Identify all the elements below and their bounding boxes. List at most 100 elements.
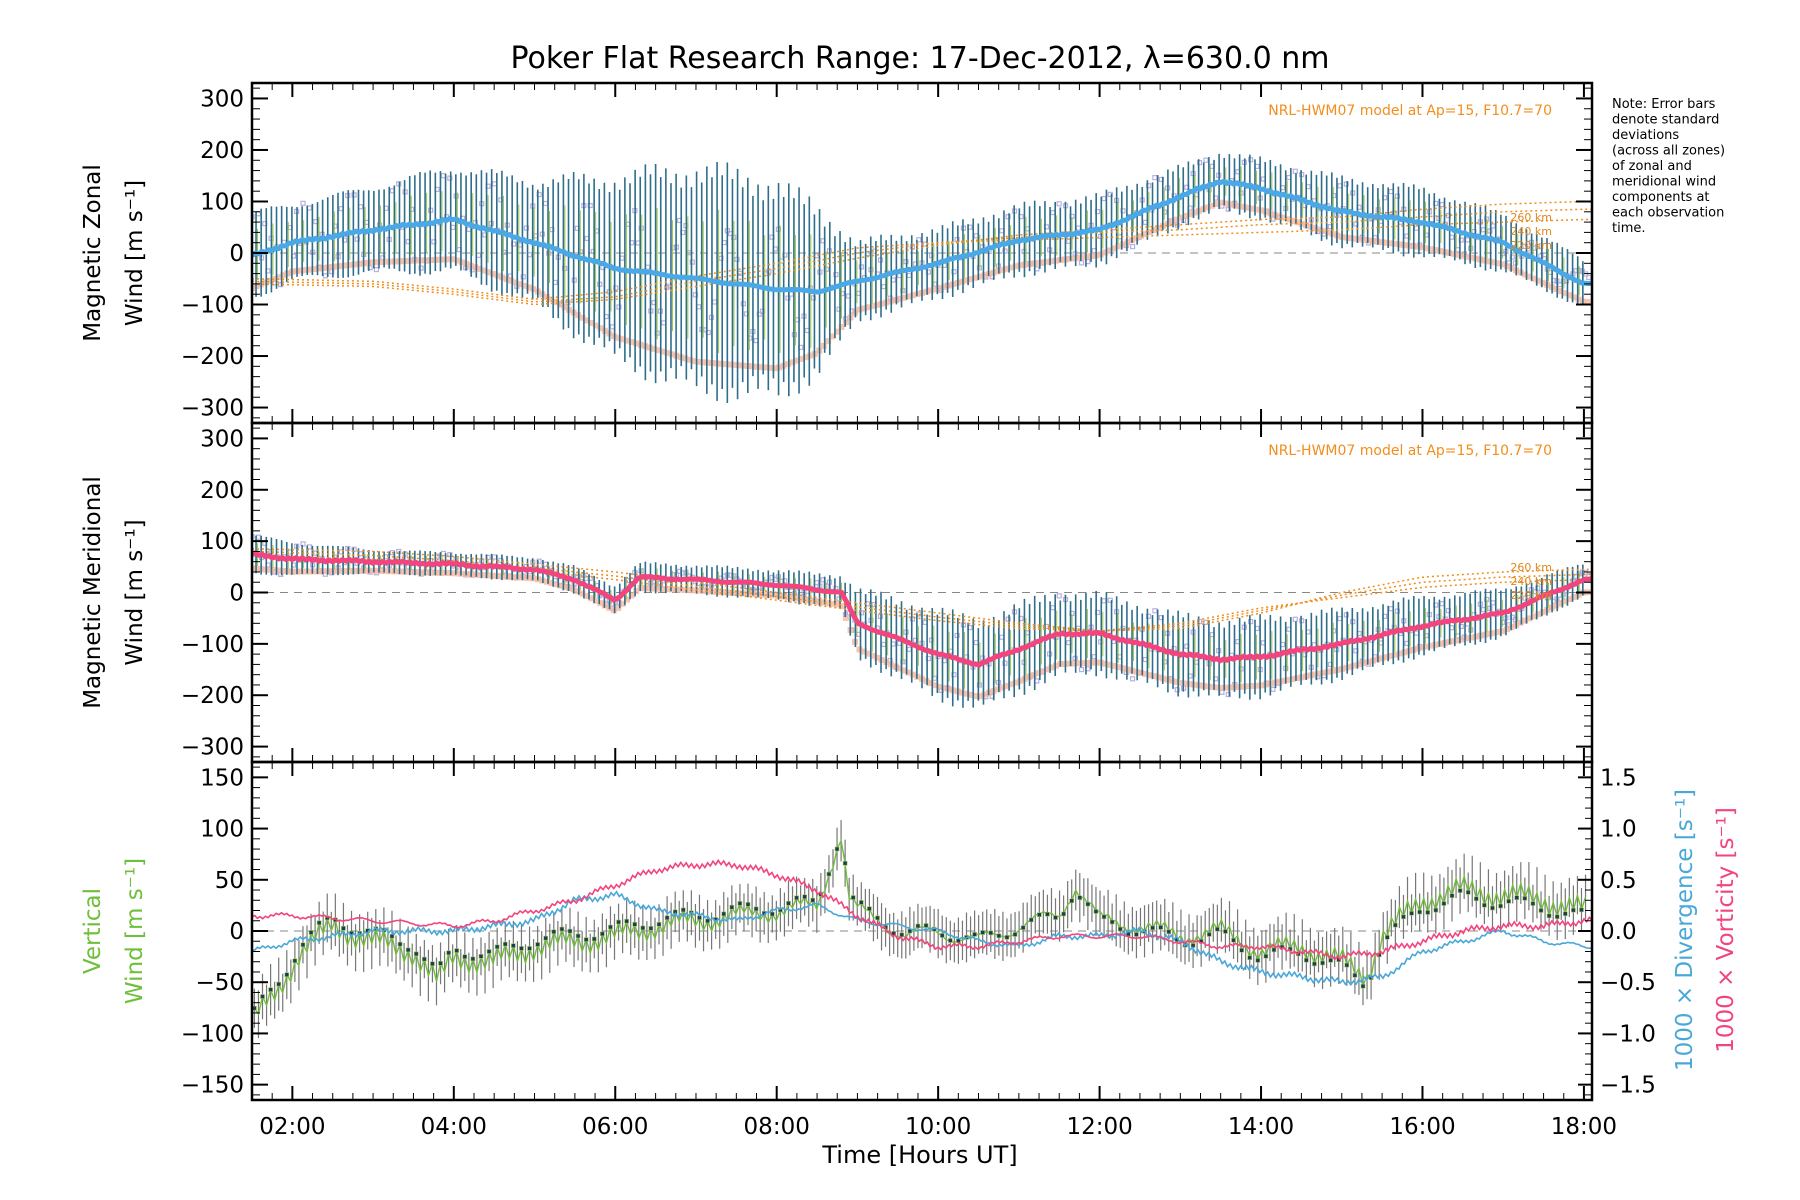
lower-band-point xyxy=(1285,216,1292,223)
vertical-wind-point xyxy=(268,987,273,992)
scatter-point xyxy=(619,255,625,261)
lower-band-point xyxy=(695,358,702,365)
lower-band-point xyxy=(1106,247,1113,254)
scatter-point xyxy=(616,304,622,310)
lower-band-point xyxy=(1365,237,1372,244)
plot-area-vertical xyxy=(252,820,1592,1039)
vertical-wind-point xyxy=(1069,898,1074,904)
lower-band-point xyxy=(1070,255,1077,262)
y-tick-label: 100 xyxy=(200,529,244,555)
lower-band-point xyxy=(1352,235,1359,242)
vertical-wind-point xyxy=(413,951,419,957)
lower-band-point xyxy=(1423,245,1430,252)
lower-band-point xyxy=(1079,660,1086,667)
lower-band-point xyxy=(588,320,595,327)
lower-band-point xyxy=(968,276,975,283)
lower-band-point xyxy=(731,361,738,368)
lower-band-point xyxy=(481,572,488,579)
lower-band-point xyxy=(351,567,358,574)
lower-band-point xyxy=(1316,226,1323,233)
vertical-wind-point xyxy=(1231,937,1236,943)
lower-band-point xyxy=(981,691,988,698)
lower-band-point xyxy=(610,607,617,614)
lower-band-point xyxy=(700,587,707,594)
lower-band-point xyxy=(1070,660,1077,667)
y-axis-label-line1: Vertical xyxy=(80,888,106,974)
lower-band-point xyxy=(414,257,421,264)
y-tick-label: −300 xyxy=(181,735,244,761)
vertical-wind-point xyxy=(980,930,985,935)
y-tick-label: 50 xyxy=(215,868,244,894)
lower-band-point xyxy=(927,287,934,294)
lower-band-point xyxy=(834,328,841,335)
panel-meridional: NRL-HWM07 model at Ap=15, F10.7=70 260 km… xyxy=(80,421,1594,764)
divergence-axis-label: 1000 × Divergence [s⁻¹] xyxy=(1672,789,1698,1071)
vertical-wind-point xyxy=(721,911,727,917)
vertical-wind-point xyxy=(1166,929,1172,935)
scatter-point xyxy=(1439,601,1445,607)
scatter-point xyxy=(1050,605,1056,611)
y-tick-label: 300 xyxy=(200,426,244,452)
lower-band-point xyxy=(1343,664,1350,671)
lower-band-point xyxy=(820,599,827,606)
lower-band-point xyxy=(1325,229,1332,236)
lower-band-point xyxy=(758,364,765,371)
lower-band-point xyxy=(307,568,314,575)
lower-band-point xyxy=(860,648,867,655)
lower-band-point xyxy=(1419,244,1426,251)
vertical-wind-point xyxy=(1352,973,1358,978)
scatter-point xyxy=(1005,214,1011,220)
lower-band-point xyxy=(1343,234,1350,241)
lower-band-point xyxy=(266,277,273,284)
vertical-wind-point xyxy=(446,950,451,956)
scatter-point xyxy=(1203,619,1209,625)
vertical-wind-point xyxy=(1579,907,1584,913)
lower-band-point xyxy=(1169,218,1176,225)
lower-band-point xyxy=(1017,262,1024,269)
vertical-wind-point xyxy=(680,907,686,913)
vertical-wind-point xyxy=(397,941,403,947)
vertical-wind-point xyxy=(1571,907,1576,913)
lower-band-point xyxy=(1499,261,1506,268)
vertical-wind-point xyxy=(430,961,435,967)
lower-band-point xyxy=(378,567,385,574)
lower-band-point xyxy=(820,342,827,349)
lower-band-point xyxy=(347,261,354,268)
scatter-point xyxy=(523,225,529,231)
lower-band-point xyxy=(472,264,479,271)
lower-band-point xyxy=(1428,642,1435,649)
scatter-point xyxy=(1586,274,1592,281)
lower-band-point xyxy=(972,693,979,700)
lower-band-point xyxy=(1249,683,1256,690)
vertical-wind-point xyxy=(1061,911,1066,917)
vertical-wind-point xyxy=(1206,932,1212,937)
lower-band-point xyxy=(1209,683,1216,690)
vertical-wind-point xyxy=(1554,914,1560,920)
lower-band-point xyxy=(981,272,988,279)
lower-band-point xyxy=(1584,298,1591,305)
scatter-point xyxy=(1145,613,1152,619)
lower-band-point xyxy=(1066,660,1073,667)
lower-band-point xyxy=(525,284,532,291)
scatter-point xyxy=(1129,676,1136,682)
lower-band-point xyxy=(494,573,501,580)
lower-band-point xyxy=(1379,239,1386,246)
lower-band-point xyxy=(869,303,876,310)
vertical-wind-point xyxy=(1028,917,1034,923)
scatter-point xyxy=(1413,630,1420,636)
vertical-wind-point xyxy=(1506,898,1511,904)
lower-band-point xyxy=(789,594,796,601)
vertical-wind-point xyxy=(600,931,605,937)
vertical-wind-point xyxy=(1433,907,1439,913)
y2-tick-label: 0.0 xyxy=(1600,919,1637,945)
vertical-wind-point xyxy=(786,900,791,906)
lower-band-point xyxy=(1035,670,1042,677)
lower-band-point xyxy=(1392,651,1399,658)
lower-band-point xyxy=(262,566,269,573)
vertical-wind-point xyxy=(1441,901,1447,906)
lower-band-point xyxy=(972,274,979,281)
lower-band-point xyxy=(659,348,666,355)
lower-band-point xyxy=(1120,241,1126,248)
lower-band-point xyxy=(1553,602,1560,609)
